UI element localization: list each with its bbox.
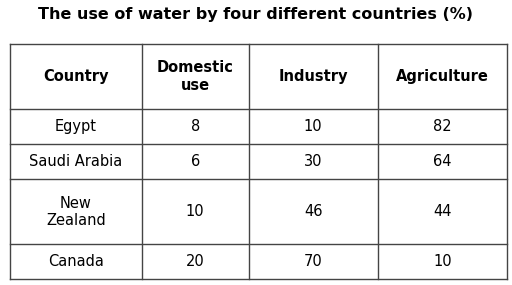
Text: The use of water by four different countries (%): The use of water by four different count… [38, 7, 474, 22]
Text: New
Zealand: New Zealand [46, 196, 106, 228]
Text: 20: 20 [186, 254, 205, 269]
Text: 82: 82 [433, 119, 452, 134]
Text: 30: 30 [304, 154, 323, 169]
Text: Canada: Canada [48, 254, 104, 269]
Text: Egypt: Egypt [55, 119, 97, 134]
Text: Domestic
use: Domestic use [157, 60, 233, 93]
Text: 10: 10 [304, 119, 323, 134]
Text: 46: 46 [304, 204, 323, 219]
Text: 70: 70 [304, 254, 323, 269]
Text: Saudi Arabia: Saudi Arabia [29, 154, 123, 169]
Text: 10: 10 [186, 204, 205, 219]
Text: 10: 10 [433, 254, 452, 269]
Text: Industry: Industry [279, 69, 348, 84]
Text: Country: Country [44, 69, 109, 84]
Text: Agriculture: Agriculture [396, 69, 489, 84]
Text: 8: 8 [190, 119, 200, 134]
Text: 64: 64 [433, 154, 452, 169]
Text: 6: 6 [190, 154, 200, 169]
Text: 44: 44 [433, 204, 452, 219]
